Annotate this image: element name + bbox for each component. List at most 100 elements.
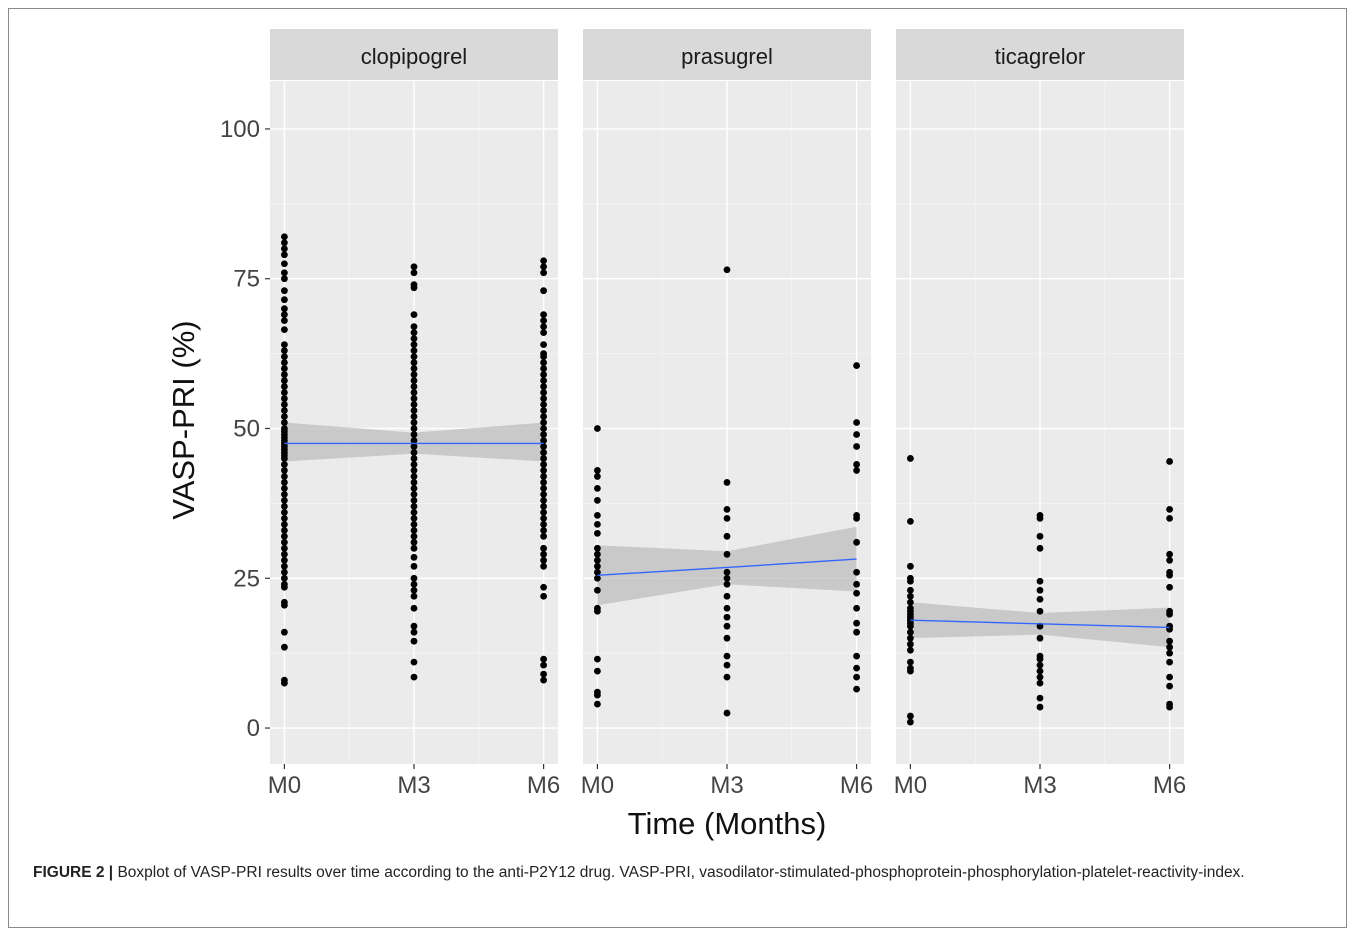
- data-point: [281, 395, 288, 402]
- data-point: [853, 580, 860, 588]
- data-point: [1036, 595, 1044, 603]
- data-point: [1036, 634, 1044, 642]
- data-point: [540, 287, 547, 295]
- data-point: [907, 592, 914, 600]
- panel-clopipogrel: clopipogrel M0 M3 M6: [268, 29, 560, 799]
- data-point: [540, 311, 547, 319]
- data-point: [281, 485, 288, 492]
- data-point: [907, 712, 914, 720]
- data-point: [281, 365, 288, 372]
- data-point: [853, 568, 860, 576]
- data-point: [853, 589, 860, 597]
- data-point: [1036, 577, 1044, 585]
- data-point: [410, 449, 418, 456]
- data-point: [281, 479, 288, 486]
- panel-title: ticagrelor: [995, 44, 1085, 69]
- data-point: [540, 485, 547, 492]
- data-point: [594, 691, 601, 699]
- data-point: [1036, 607, 1044, 615]
- data-point: [540, 455, 547, 462]
- data-point: [540, 502, 547, 510]
- data-point: [540, 592, 547, 600]
- data-point: [907, 586, 914, 594]
- data-point: [853, 461, 860, 468]
- panel-strip: [583, 29, 871, 80]
- data-point: [281, 556, 288, 564]
- y-tick-label: 75: [233, 266, 260, 293]
- x-axis-title: Time (Months): [628, 806, 827, 841]
- data-point: [281, 401, 288, 408]
- data-point: [281, 526, 288, 534]
- data-point: [1166, 682, 1173, 690]
- confidence-band: [597, 526, 857, 606]
- data-point: [410, 323, 418, 331]
- data-point: [540, 556, 547, 564]
- data-point: [594, 667, 601, 675]
- data-point: [410, 496, 418, 504]
- data-point: [723, 505, 731, 513]
- data-point: [723, 652, 731, 660]
- data-point: [281, 467, 288, 474]
- y-axis-title: VASP-PRI (%): [166, 320, 201, 519]
- data-point: [410, 637, 418, 645]
- fit-line: [597, 558, 857, 576]
- data-point: [1166, 673, 1173, 681]
- data-point: [540, 383, 547, 390]
- data-point: [723, 634, 731, 642]
- data-point: [853, 685, 860, 693]
- panel-strip: [896, 29, 1184, 80]
- panel-prasugrel: prasugrel M0 M3 M6: [581, 29, 873, 799]
- data-point: [1166, 658, 1173, 666]
- data-point: [281, 496, 288, 504]
- data-point: [410, 473, 418, 480]
- data-point: [410, 592, 418, 600]
- data-point: [594, 574, 601, 582]
- data-point: [281, 550, 288, 558]
- data-point: [410, 544, 418, 552]
- data-point: [1036, 532, 1044, 540]
- x-tick-label: M3: [710, 772, 743, 799]
- data-point: [410, 443, 418, 450]
- data-point: [410, 485, 418, 492]
- x-tick-label: M6: [840, 772, 873, 799]
- data-point: [281, 679, 288, 687]
- data-point: [723, 622, 731, 630]
- data-point: [281, 359, 288, 366]
- data-point: [281, 275, 288, 283]
- x-tick-label: M3: [397, 772, 430, 799]
- data-point: [410, 520, 418, 528]
- data-point: [1166, 458, 1173, 465]
- data-point: [594, 607, 601, 615]
- data-point: [410, 353, 418, 360]
- data-point: [907, 667, 914, 675]
- data-point: [281, 461, 288, 468]
- data-point: [853, 514, 860, 522]
- data-point: [540, 526, 547, 534]
- fit-line: [910, 619, 1170, 629]
- data-point: [1036, 544, 1044, 552]
- data-point: [853, 431, 860, 438]
- data-point: [410, 359, 418, 366]
- data-point: [540, 257, 547, 265]
- data-point: [281, 353, 288, 360]
- data-point: [281, 239, 288, 247]
- data-point: [723, 673, 731, 681]
- data-point: [540, 413, 547, 420]
- data-point: [723, 479, 731, 486]
- data-point: [540, 419, 547, 426]
- data-point: [540, 371, 547, 378]
- data-point: [281, 326, 288, 334]
- data-point: [853, 652, 860, 660]
- data-point: [723, 550, 731, 558]
- data-point: [853, 604, 860, 612]
- data-point: [410, 461, 418, 468]
- data-point: [410, 269, 418, 277]
- data-point: [281, 407, 288, 414]
- data-point: [853, 673, 860, 681]
- data-point: [410, 658, 418, 666]
- data-point: [723, 613, 731, 621]
- data-point: [410, 311, 418, 319]
- data-point: [281, 520, 288, 528]
- data-point: [907, 634, 914, 642]
- data-point: [594, 467, 601, 474]
